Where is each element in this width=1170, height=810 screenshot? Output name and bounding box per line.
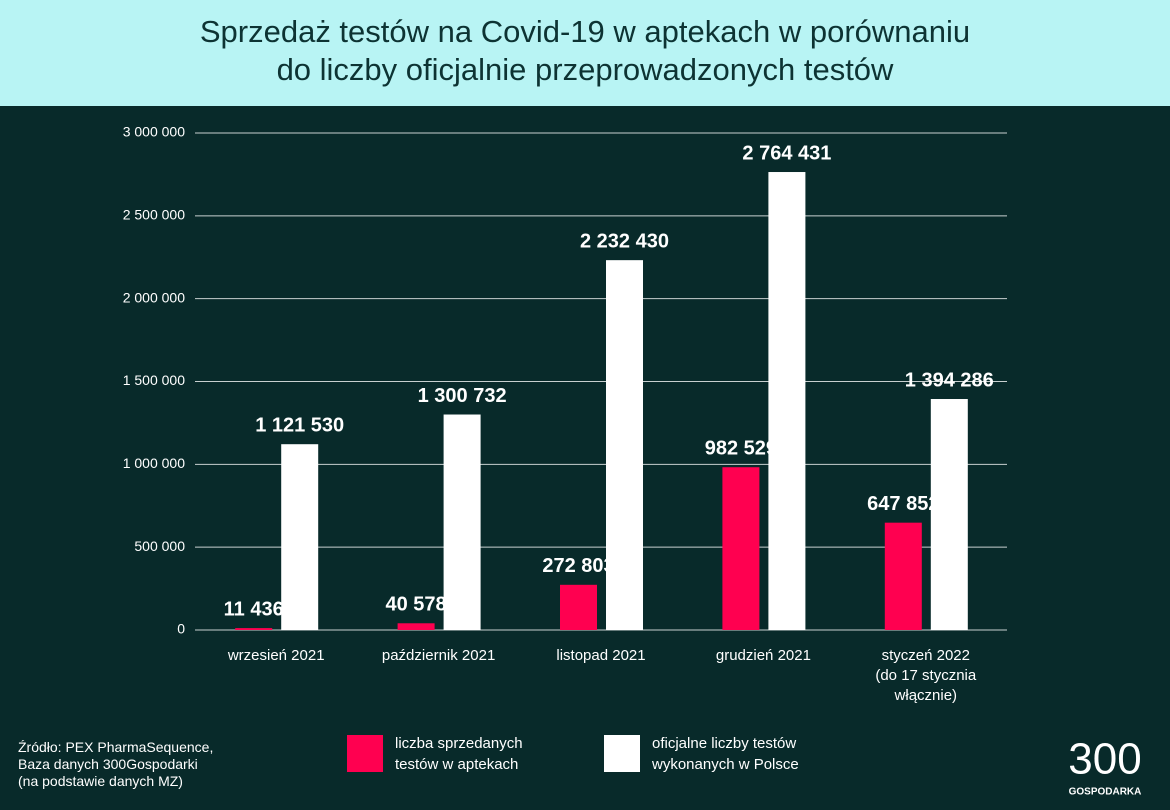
x-tick-label: listopad 2021: [556, 647, 645, 664]
y-tick-label: 2 500 000: [123, 207, 185, 223]
y-tick-label: 0: [177, 621, 185, 637]
x-tick-label: wrzesień 2021: [227, 647, 325, 664]
x-tick-label: październik 2021: [382, 647, 495, 664]
y-tick-label: 1 000 000: [123, 455, 185, 471]
value-label: 40 578: [386, 594, 447, 616]
legend-label: oficjalne liczby testów wykonanych w Pols…: [651, 735, 799, 773]
value-label: 11 436: [224, 598, 284, 620]
bar: [722, 467, 760, 630]
logo: 300: [1068, 735, 1141, 784]
bar: [768, 172, 806, 630]
bar: [397, 623, 435, 630]
y-tick-label: 500 000: [134, 538, 185, 554]
bar: [235, 628, 273, 630]
legend-swatch: [347, 735, 383, 772]
value-label: 982 529: [705, 438, 777, 460]
bar: [930, 399, 968, 630]
source-note: Źródło: PEX PharmaSequence, Baza danych 3…: [18, 739, 213, 789]
value-label: 2 232 430: [580, 230, 669, 252]
x-tick-label: styczeń 2022 (do 17 stycznia włącznie): [875, 647, 977, 704]
legend-label: liczba sprzedanych testów w aptekach: [395, 735, 523, 773]
title-banner: [0, 0, 1170, 106]
value-label: 1 394 286: [905, 369, 994, 391]
y-tick-label: 3 000 000: [123, 124, 185, 140]
bar: [560, 584, 597, 630]
value-label: 647 852: [867, 493, 939, 515]
value-label: 2 764 431: [742, 142, 831, 164]
x-tick-label: grudzień 2021: [716, 647, 811, 664]
y-tick-label: 1 500 000: [123, 372, 185, 388]
bar: [443, 414, 481, 630]
value-label: 1 121 530: [255, 414, 344, 436]
value-label: 272 803: [542, 555, 614, 577]
value-label: 1 300 732: [418, 385, 507, 407]
legend-swatch: [604, 735, 640, 772]
y-tick-label: 2 000 000: [123, 289, 185, 305]
bar: [281, 444, 319, 630]
chart-title: Sprzedaż testów na Covid-19 w aptekach w…: [200, 14, 970, 87]
bar: [606, 260, 643, 630]
bar: [884, 522, 922, 630]
logo-subtitle: GOSPODARKA: [1069, 787, 1142, 798]
